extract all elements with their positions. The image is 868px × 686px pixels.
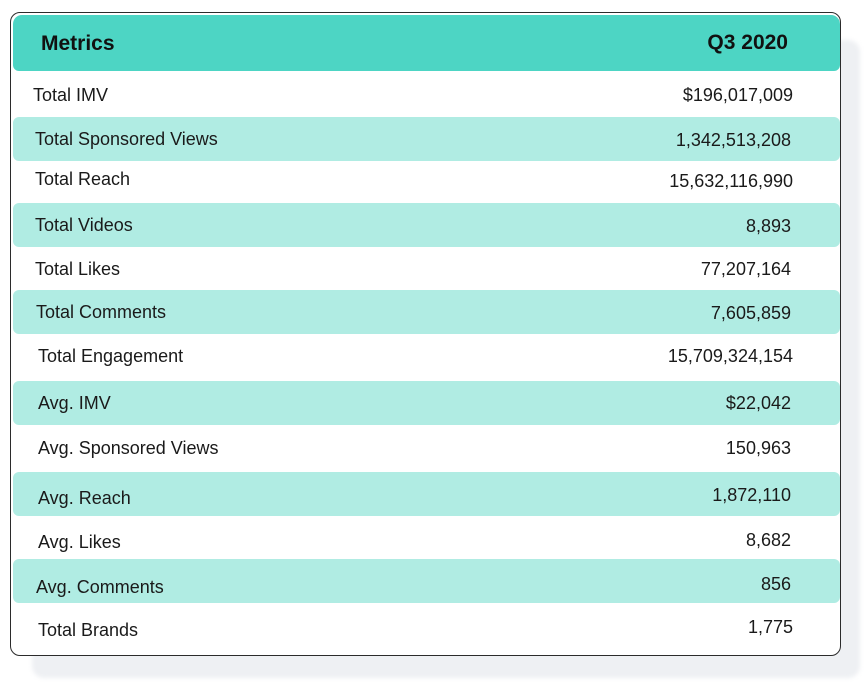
table-row: Avg. Sponsored Views 150,963 xyxy=(13,427,840,471)
row-label: Total Sponsored Views xyxy=(35,129,218,149)
metrics-column-header: Metrics xyxy=(41,32,115,55)
row-label: Total Reach xyxy=(35,169,131,189)
row-label: Avg. IMV xyxy=(38,393,111,413)
row-label: Total IMV xyxy=(33,85,109,105)
table-header: Metrics Q3 2020 xyxy=(13,15,840,71)
row-label: Total Videos xyxy=(35,215,133,235)
table-row: Avg. IMV $22,042 xyxy=(13,381,840,425)
row-value: 8,682 xyxy=(745,530,791,550)
row-value: 1,775 xyxy=(747,617,793,637)
row-value: 1,872,110 xyxy=(712,485,791,505)
row-value: $196,017,009 xyxy=(682,85,793,105)
table-row: Total Likes 77,207,164 xyxy=(13,247,840,291)
table-row: Total Comments 7,605,859 xyxy=(13,290,840,334)
row-value: 856 xyxy=(760,574,791,594)
table-row: Total Sponsored Views 1,342,513,208 xyxy=(13,117,840,161)
row-value: 150,963 xyxy=(725,438,791,458)
row-label: Avg. Sponsored Views xyxy=(38,438,219,458)
row-value: 77,207,164 xyxy=(700,259,791,279)
table-row: Total Videos 8,893 xyxy=(13,203,840,247)
table-row: Avg. Reach 1,872,110 xyxy=(13,472,840,516)
row-label: Total Engagement xyxy=(38,346,184,366)
row-label: Total Comments xyxy=(36,302,167,322)
metrics-table: Metrics Q3 2020 Total IMV $196,017,009 T… xyxy=(10,12,841,656)
row-label: Avg. Likes xyxy=(38,532,121,552)
row-value: 8,893 xyxy=(745,216,791,236)
row-value: 15,632,116,990 xyxy=(669,171,793,191)
table-row: Total Reach 15,632,116,990 xyxy=(13,161,840,205)
table-row: Total Engagement 15,709,324,154 xyxy=(13,335,840,379)
period-column-header: Q3 2020 xyxy=(707,31,788,54)
row-value: 7,605,859 xyxy=(710,303,791,323)
table-row: Avg. Comments 856 xyxy=(13,559,840,603)
row-label: Avg. Reach xyxy=(38,488,131,508)
table-row: Total Brands 1,775 xyxy=(13,605,840,649)
row-value: $22,042 xyxy=(725,393,791,413)
row-value: 1,342,513,208 xyxy=(675,130,791,150)
table-row: Total IMV $196,017,009 xyxy=(13,73,840,117)
table-row: Avg. Likes 8,682 xyxy=(13,517,840,561)
row-label: Total Brands xyxy=(38,620,139,640)
row-label: Total Likes xyxy=(35,259,121,279)
row-label: Avg. Comments xyxy=(36,577,164,597)
row-value: 15,709,324,154 xyxy=(667,346,793,366)
